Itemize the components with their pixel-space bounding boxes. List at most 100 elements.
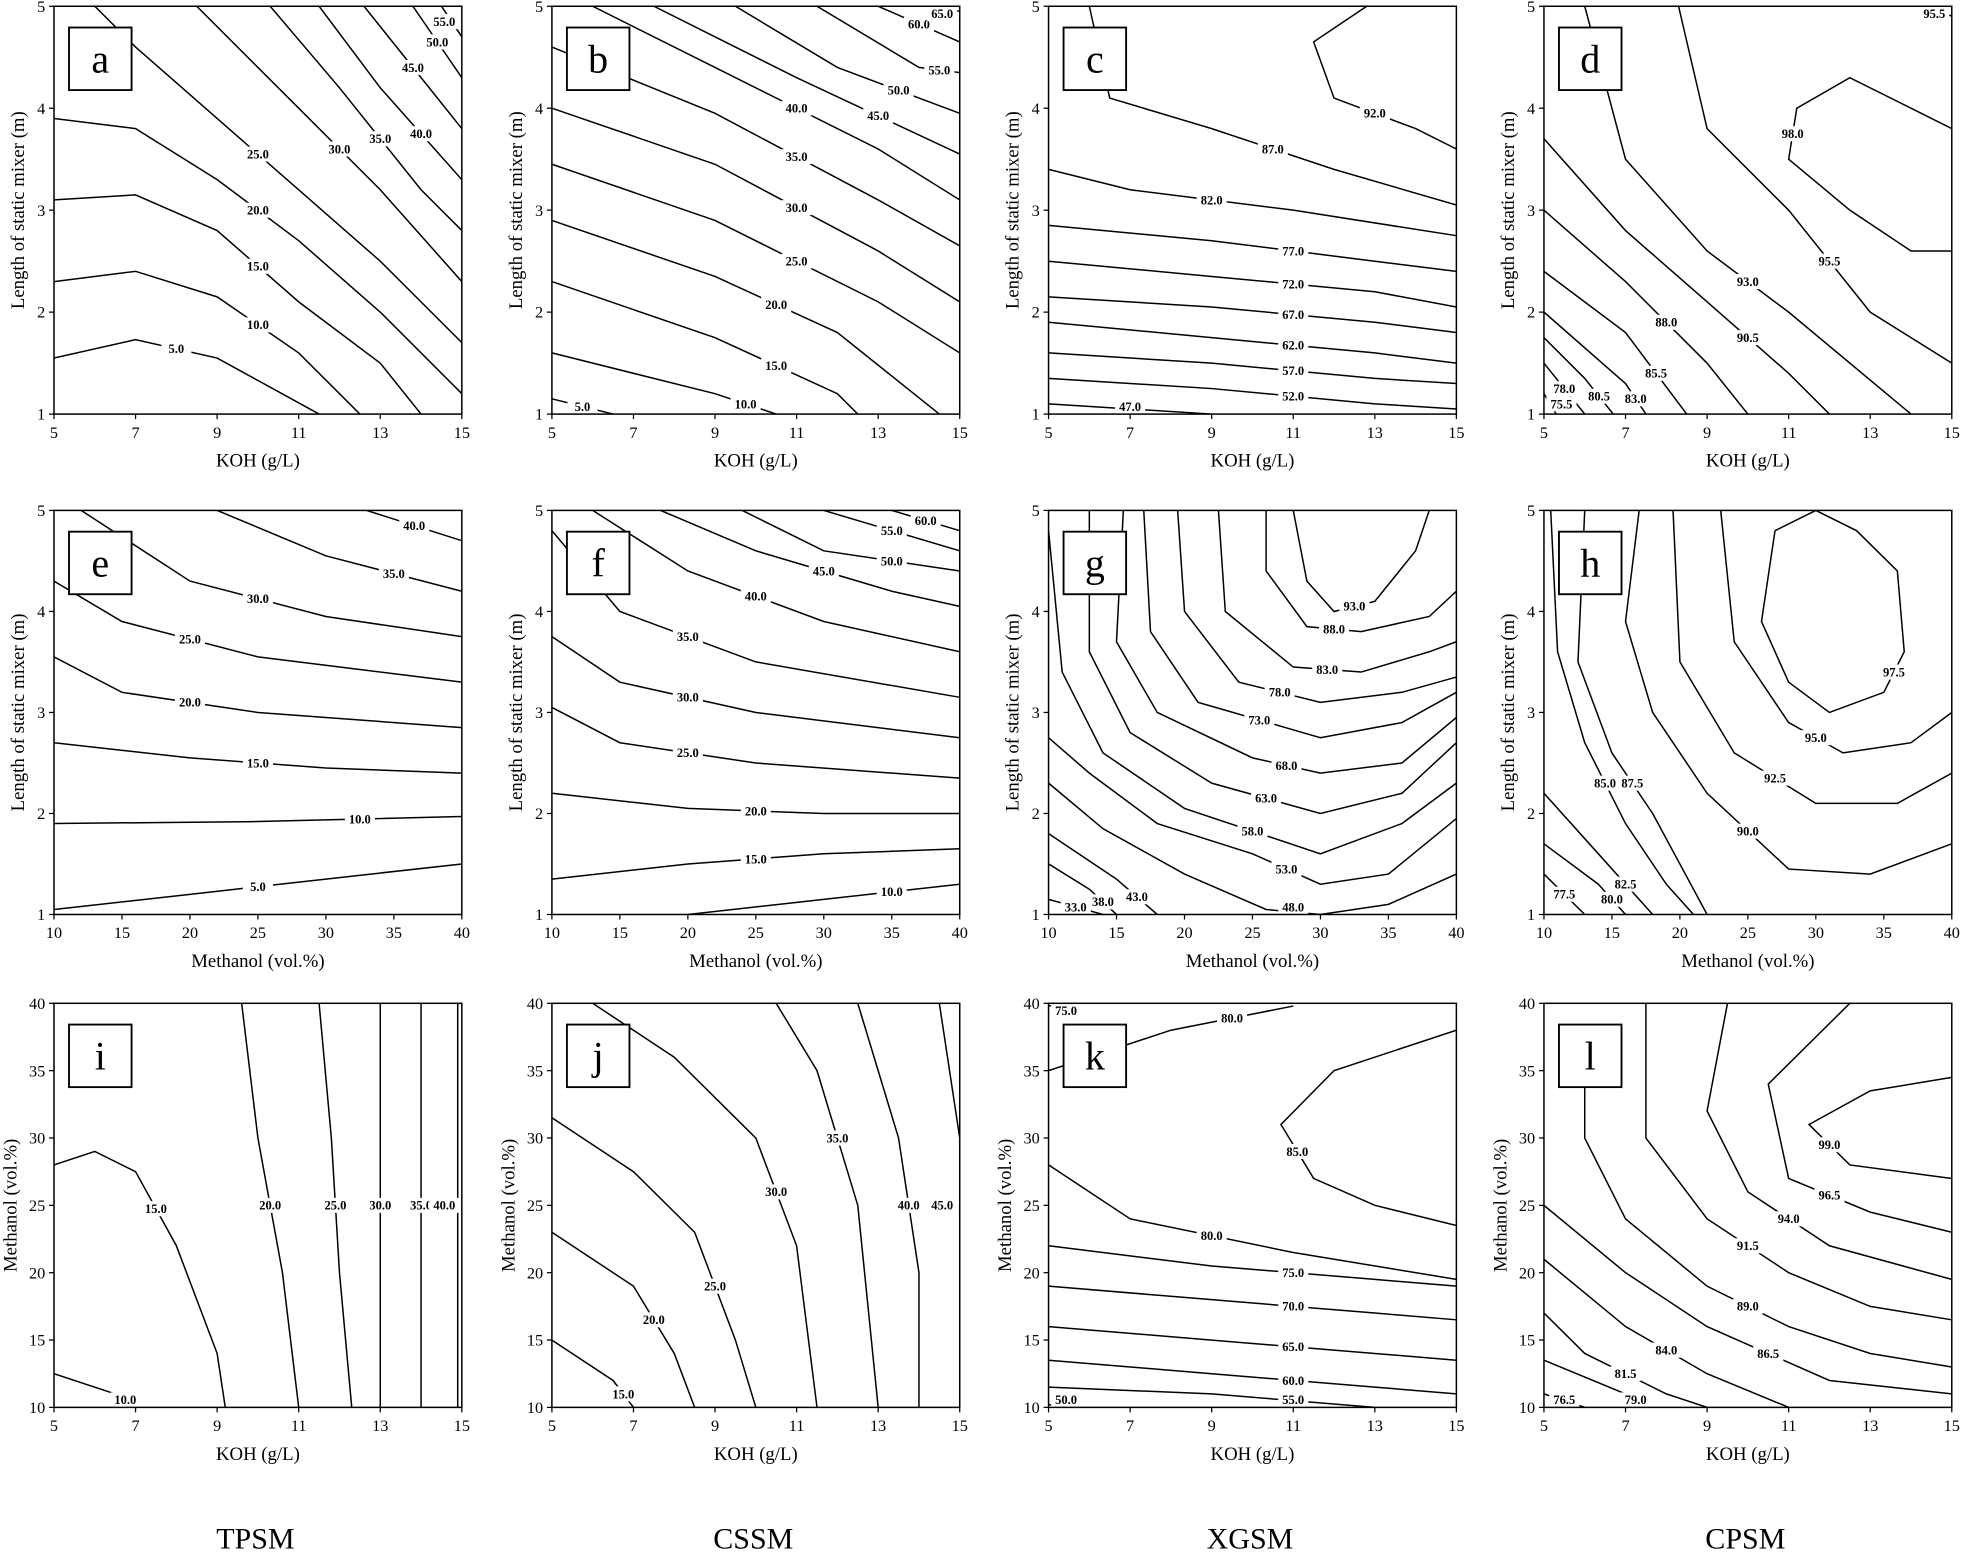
contour-label-bg: [1359, 105, 1390, 121]
x-tick-label: 20: [680, 924, 696, 942]
contour-label-bg: [242, 755, 273, 771]
x-tick-label: 5: [548, 424, 556, 442]
contour-label: 47.0: [1119, 400, 1141, 414]
x-tick-label: 30: [318, 924, 334, 942]
y-tick-label: 4: [535, 603, 543, 621]
panel-letter: i: [95, 1034, 106, 1079]
contour-label: 55.0: [1282, 1393, 1304, 1407]
x-tick-label: 11: [789, 424, 805, 442]
contour-label-bg: [406, 126, 437, 142]
x-tick-label: 13: [870, 1417, 886, 1435]
y-tick-label: 20: [1519, 1264, 1535, 1282]
x-tick-label: 25: [250, 924, 266, 942]
y-tick-label: 1: [535, 906, 543, 924]
contour-label: 91.5: [1737, 1239, 1759, 1253]
contour-label-bg: [761, 296, 792, 312]
contour-label-bg: [344, 811, 375, 827]
y-tick-label: 40: [1519, 995, 1535, 1013]
contour-label-bg: [1278, 899, 1309, 915]
y-tick-label: 25: [1519, 1197, 1535, 1215]
contour-label-bg: [808, 563, 839, 579]
panel-letter-box: [68, 530, 133, 596]
contour-label-bg: [1257, 141, 1288, 157]
contour-label-bg: [1610, 1366, 1641, 1382]
contour-label: 70.0: [1282, 1300, 1304, 1314]
x-axis-label: KOH (g/L): [216, 1444, 300, 1465]
contour-label: 79.0: [1625, 1393, 1647, 1407]
y-axis-label: Length of static mixer (m): [506, 111, 527, 309]
contour-label-bg: [924, 62, 955, 78]
contour-label-bg: [1060, 899, 1091, 915]
x-tick-label: 9: [711, 424, 719, 442]
y-tick-label: 1: [1032, 406, 1040, 424]
column-title: CSSM: [713, 1523, 793, 1555]
contour-label-bg: [1278, 243, 1309, 259]
contour-line: [1577, 510, 1708, 915]
panel: 77.5 80.082.585.0 87.590.092.595.097.510 15…: [1498, 502, 1960, 972]
contour-line: [1583, 1030, 1952, 1368]
contour-label-bg: [406, 1197, 437, 1213]
panel-letter: h: [1580, 541, 1600, 586]
contour-label-bg: [638, 1312, 669, 1328]
contour-label-bg: [242, 591, 273, 607]
contour-label-bg: [781, 200, 812, 216]
contour-line: [1624, 510, 1952, 875]
contour-label-bg: [397, 59, 428, 75]
contour-label-bg: [761, 1184, 792, 1200]
contour-label-bg: [1278, 1392, 1309, 1408]
contour-label: 40.0: [433, 1199, 455, 1213]
y-tick-label: 3: [1527, 202, 1535, 220]
contour-label: 10.0: [114, 1393, 136, 1407]
contour-label: 10.0: [247, 318, 269, 332]
contour-label-bg: [1051, 1003, 1082, 1019]
x-axis-label: KOH (g/L): [1706, 1444, 1790, 1465]
contour-label-bg: [1814, 253, 1845, 269]
panel-letter: g: [1085, 541, 1105, 586]
contour-line: [1543, 1204, 1952, 1395]
panel-letter: j: [591, 1034, 604, 1079]
contour-label-bg: [1278, 1339, 1309, 1355]
contour-label-bg: [242, 202, 273, 218]
y-tick-label: 2: [1032, 304, 1040, 322]
y-axis-label: Length of static mixer (m): [1003, 111, 1024, 309]
y-tick-label: 2: [37, 304, 45, 322]
contour-label-bg: [1278, 363, 1309, 379]
contour-label: 15.0: [765, 359, 787, 373]
panel: 5.010.015.020.025.030.035.040.010 15 20 25 3…: [8, 502, 470, 972]
contour-label-bg: [140, 1201, 171, 1217]
contour-label: 82.0: [1201, 193, 1223, 207]
x-tick-label: 10: [1040, 924, 1056, 942]
x-tick-label: 7: [132, 424, 140, 442]
contour-label: 45.0: [813, 564, 835, 578]
contour-label: 25.0: [324, 1199, 346, 1213]
contour-label: 10.0: [735, 397, 757, 411]
y-tick-label: 3: [1032, 704, 1040, 722]
x-tick-label: 35: [386, 924, 402, 942]
contour-label-bg: [1282, 1143, 1313, 1159]
panel-letter-box: [68, 1023, 133, 1089]
x-axis-label: Methanol (vol.%): [191, 951, 324, 972]
contour-label: 40.0: [898, 1199, 920, 1213]
contour-label-bg: [730, 396, 761, 412]
y-axis-label: Length of static mixer (m): [8, 614, 29, 812]
contour-label: 99.0: [1818, 1138, 1840, 1152]
x-tick-label: 11: [291, 1417, 307, 1435]
y-tick-label: 35: [1519, 1062, 1535, 1080]
contour-label: 97.5: [1883, 665, 1905, 679]
x-tick-label: 15: [1108, 924, 1124, 942]
contour-label: 10.0: [349, 812, 371, 826]
contour-label: 72.0: [1282, 277, 1304, 291]
y-tick-label: 2: [535, 805, 543, 823]
x-tick-label: 20: [182, 924, 198, 942]
contour-label-bg: [781, 253, 812, 269]
y-tick-label: 2: [535, 304, 543, 322]
y-tick-label: 4: [37, 100, 45, 118]
plot-frame: [551, 1002, 961, 1409]
contour-label: 45.0: [931, 1199, 953, 1213]
contour-label-bg: [672, 745, 703, 761]
y-tick-label: 30: [29, 1130, 45, 1148]
x-tick-label: 13: [1862, 424, 1878, 442]
contour-line: [216, 510, 462, 592]
y-tick-label: 1: [37, 406, 45, 424]
contour-label: 50.0: [1055, 1393, 1077, 1407]
